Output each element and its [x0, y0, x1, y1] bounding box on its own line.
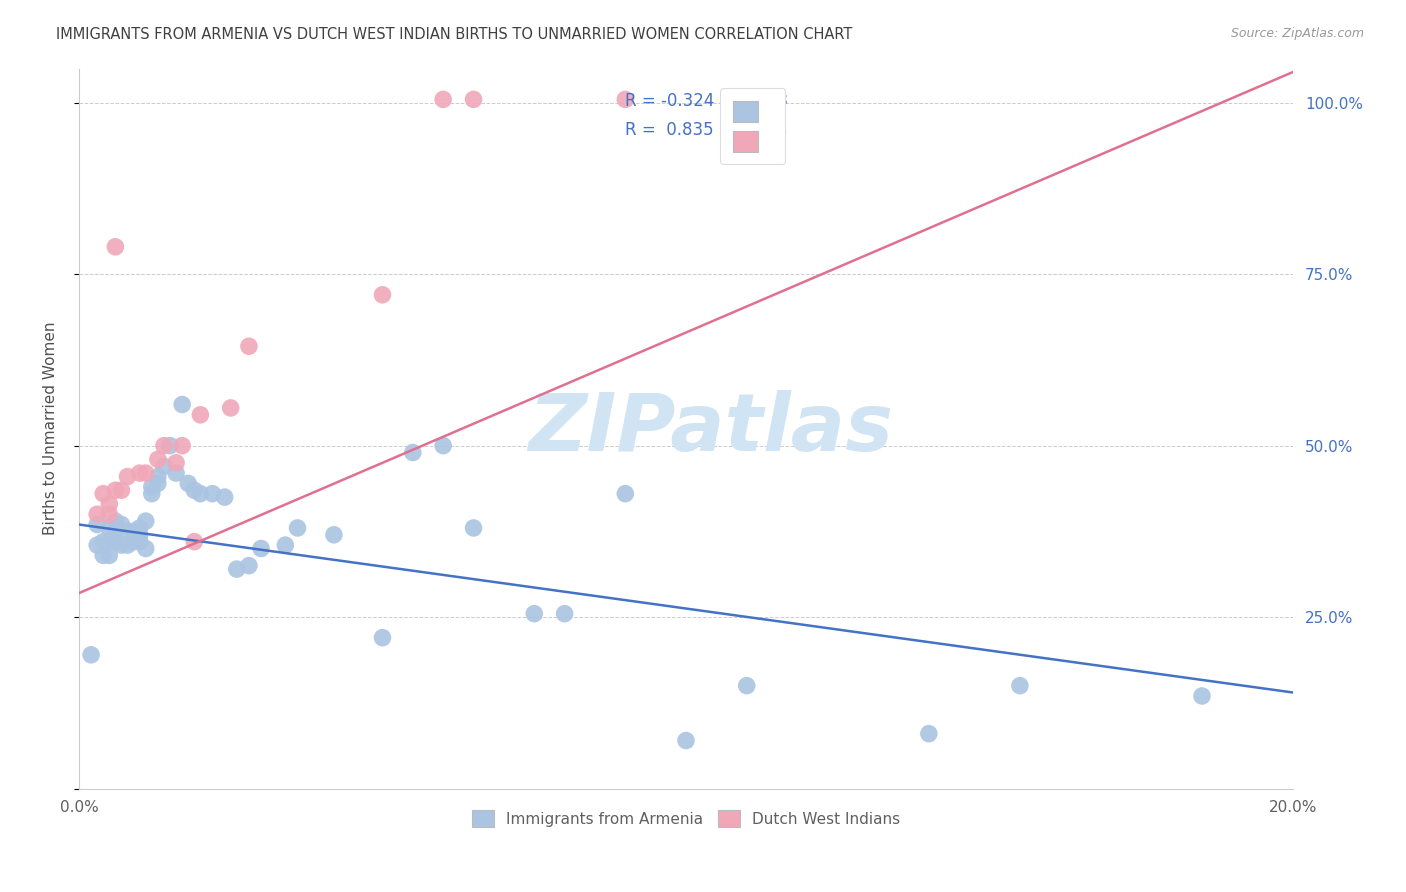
Point [735, 679, 758, 693]
Point [250, 541, 273, 556]
Point [122, 524, 145, 539]
Point [287, 521, 309, 535]
Point [110, 538, 132, 552]
Point [1008, 679, 1031, 693]
Point [98, 549, 121, 563]
Point [183, 534, 205, 549]
Point [190, 486, 212, 500]
Point [402, 445, 425, 459]
Point [322, 528, 344, 542]
Point [86, 538, 108, 552]
Point [153, 459, 176, 474]
Point [238, 339, 260, 353]
Point [463, 92, 485, 106]
Point [371, 288, 394, 302]
Point [104, 240, 127, 254]
Point [104, 514, 127, 528]
Point [110, 517, 132, 532]
Point [614, 92, 637, 106]
Point [238, 558, 260, 573]
Point [98, 507, 121, 521]
Text: Source: ZipAtlas.com: Source: ZipAtlas.com [1230, 27, 1364, 40]
Point [141, 486, 163, 500]
Point [135, 514, 157, 528]
Point [172, 398, 194, 412]
Point [117, 524, 139, 539]
Point [104, 524, 127, 539]
Point [110, 483, 132, 498]
Point [918, 726, 941, 740]
Point [675, 733, 697, 747]
Point [177, 476, 200, 491]
Point [371, 631, 394, 645]
Point [153, 439, 176, 453]
Point [214, 490, 236, 504]
Point [614, 486, 637, 500]
Point [523, 607, 546, 621]
Text: ZIPatlas: ZIPatlas [527, 390, 893, 467]
Y-axis label: Births to Unmarried Women: Births to Unmarried Women [44, 322, 58, 535]
Text: R =  0.835   N = 23: R = 0.835 N = 23 [626, 120, 787, 139]
Point [146, 452, 169, 467]
Point [117, 469, 139, 483]
Point [766, 92, 789, 106]
Point [104, 483, 127, 498]
Point [128, 466, 150, 480]
Point [274, 538, 297, 552]
Point [91, 486, 114, 500]
Text: R = -0.324   N = 53: R = -0.324 N = 53 [626, 92, 789, 110]
Point [219, 401, 242, 415]
Point [80, 648, 103, 662]
Point [183, 483, 205, 498]
Point [135, 466, 157, 480]
Point [141, 480, 163, 494]
Point [159, 439, 181, 453]
Point [104, 534, 127, 549]
Point [86, 507, 108, 521]
Point [128, 534, 150, 549]
Point [225, 562, 247, 576]
Point [1191, 689, 1213, 703]
Point [122, 534, 145, 549]
Point [463, 521, 485, 535]
Point [146, 476, 169, 491]
Point [554, 607, 576, 621]
Point [201, 486, 224, 500]
Point [190, 408, 212, 422]
Point [135, 541, 157, 556]
Point [165, 456, 187, 470]
Text: IMMIGRANTS FROM ARMENIA VS DUTCH WEST INDIAN BIRTHS TO UNMARRIED WOMEN CORRELATI: IMMIGRANTS FROM ARMENIA VS DUTCH WEST IN… [56, 27, 852, 42]
Point [165, 466, 187, 480]
Point [91, 549, 114, 563]
Point [432, 92, 454, 106]
Point [91, 534, 114, 549]
Point [98, 497, 121, 511]
Point [146, 469, 169, 483]
Point [432, 439, 454, 453]
Point [98, 534, 121, 549]
Point [128, 528, 150, 542]
Legend: Immigrants from Armenia, Dutch West Indians: Immigrants from Armenia, Dutch West Indi… [464, 802, 907, 835]
Point [117, 538, 139, 552]
Point [98, 521, 121, 535]
Point [172, 439, 194, 453]
Point [128, 521, 150, 535]
Point [86, 517, 108, 532]
